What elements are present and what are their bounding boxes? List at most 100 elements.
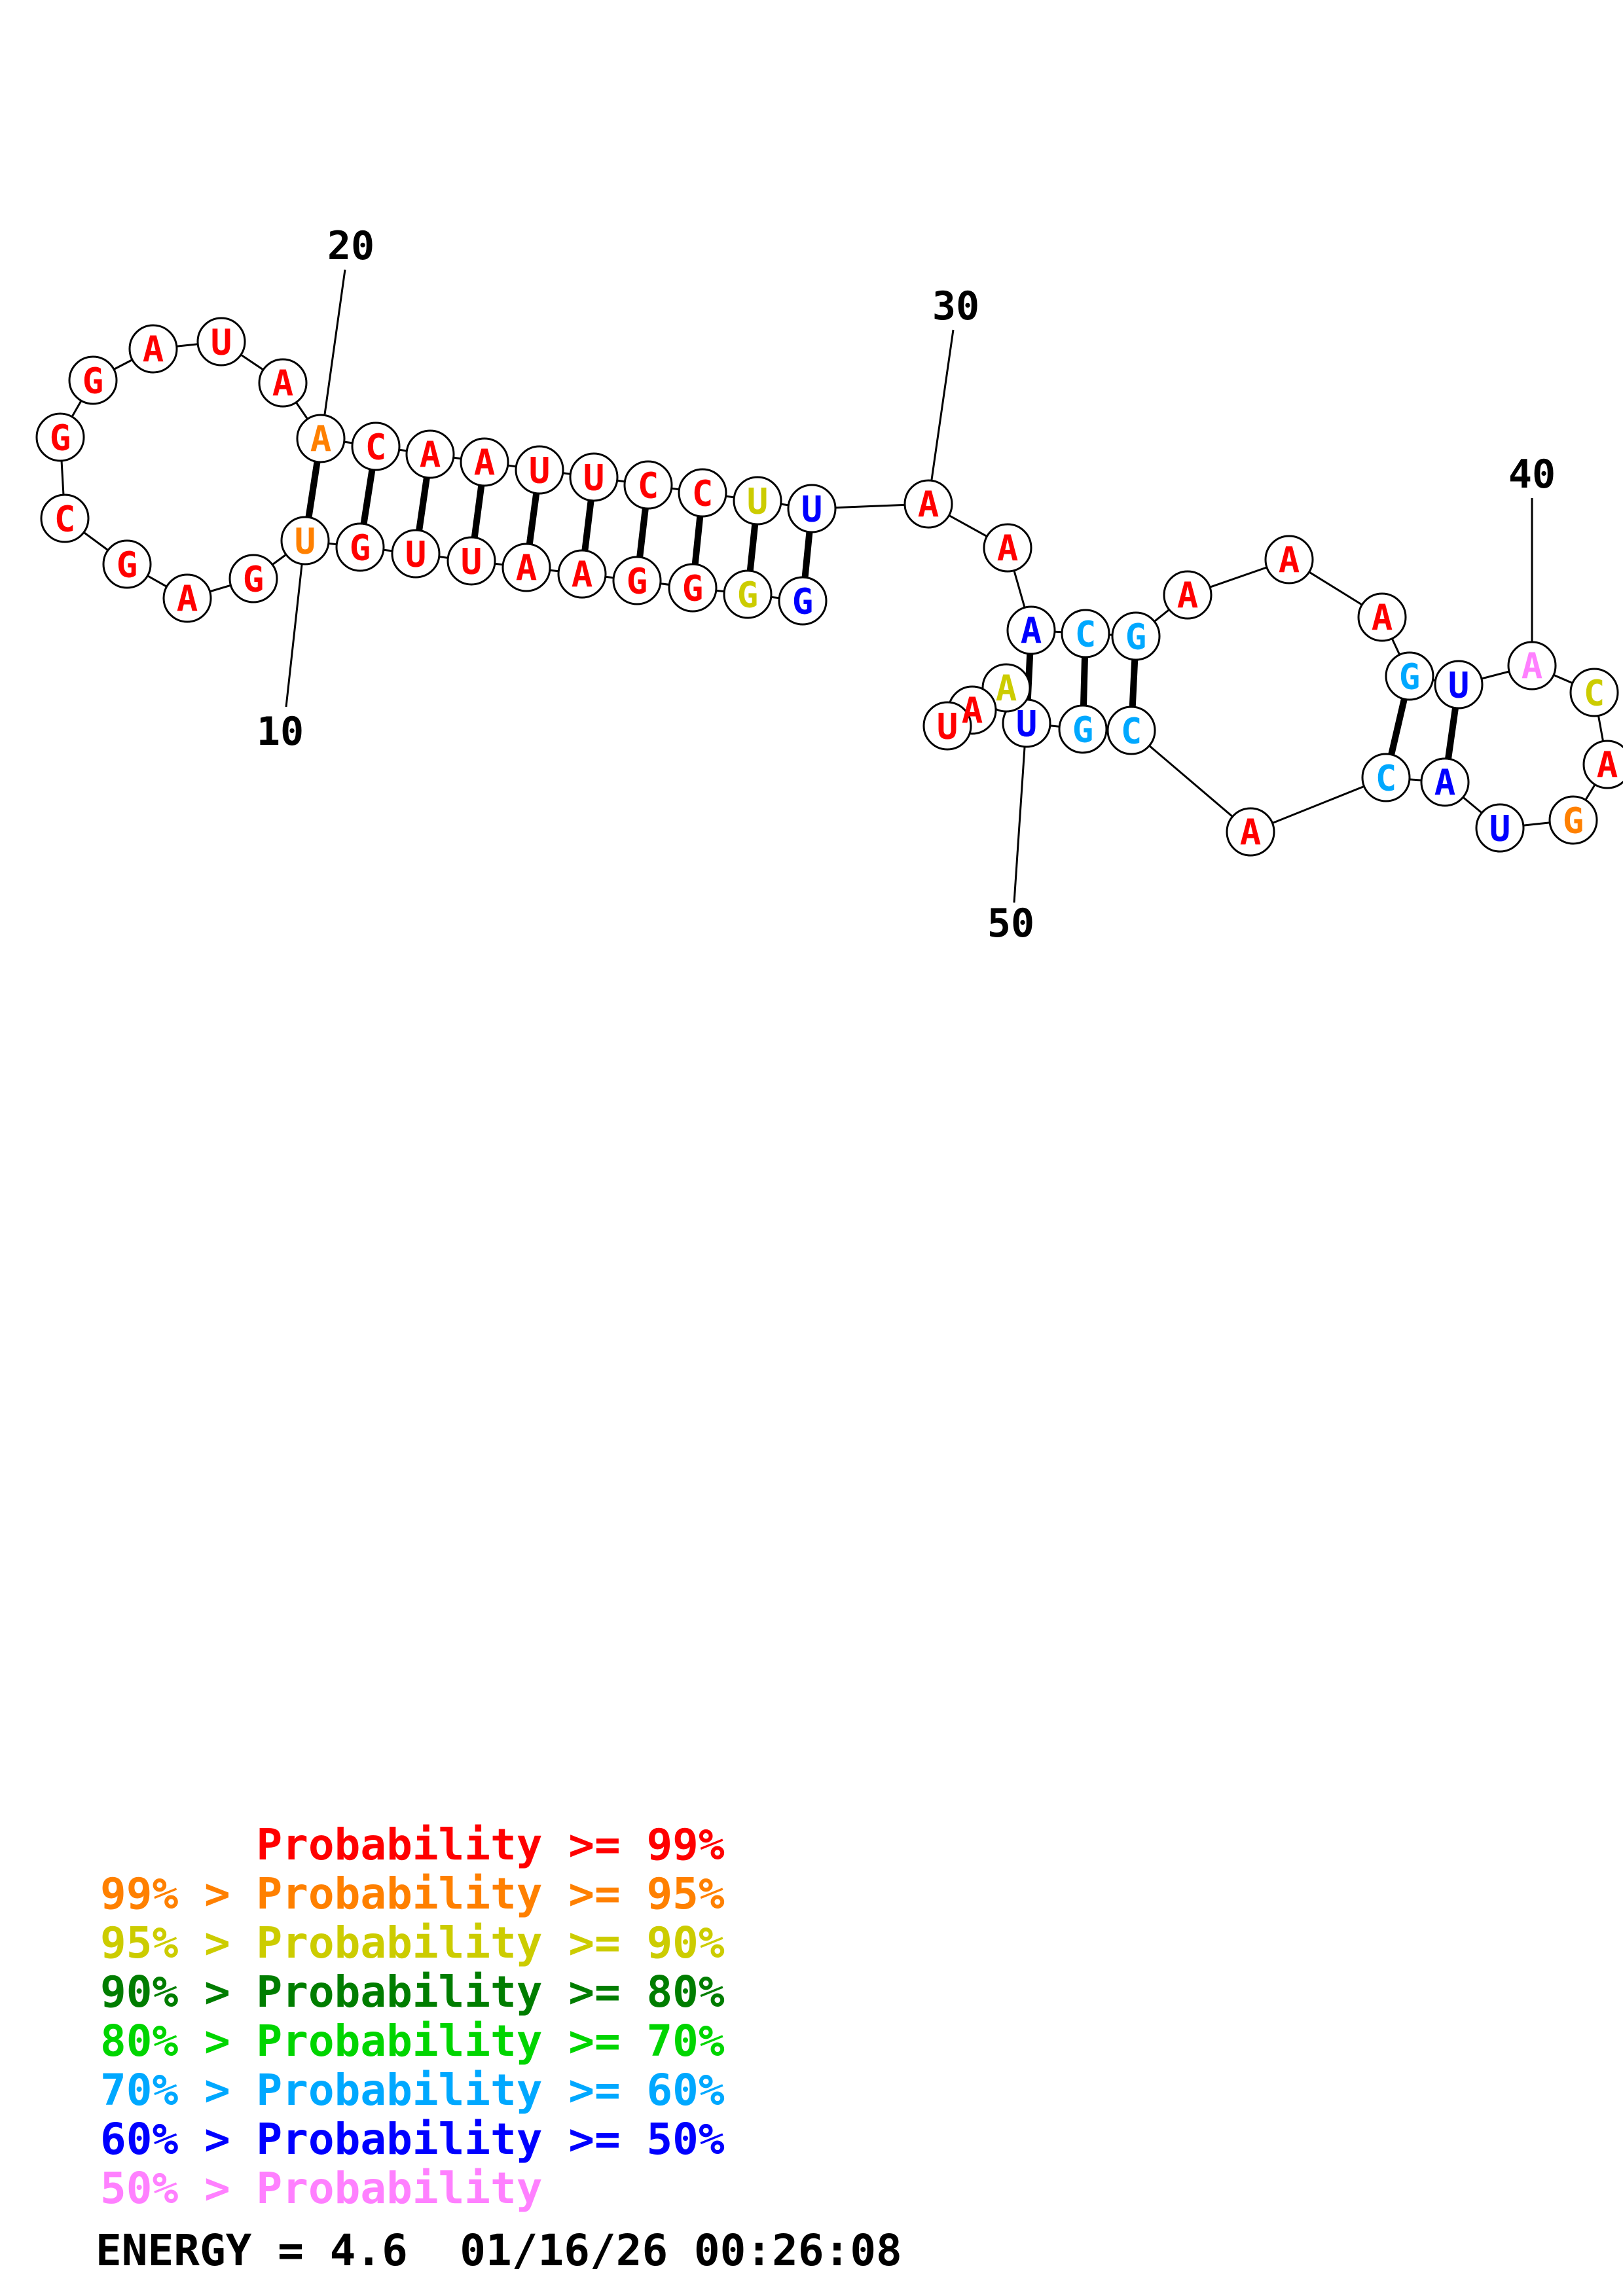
nucleotide-circle-44 <box>1475 803 1525 853</box>
label-pointer-line-10 <box>285 564 303 708</box>
nucleotide-circle-3 <box>668 563 718 613</box>
nucleotide-circle-36 <box>1264 535 1314 584</box>
nucleotide-circle-17 <box>128 324 178 374</box>
legend-row-3: 90% > Probability >= 80% <box>100 1967 725 2017</box>
nucleotide-circle-34 <box>1111 611 1161 661</box>
nucleotide-base-19: A <box>272 363 294 404</box>
nucleotide-circle-7 <box>447 536 496 586</box>
nucleotide-circle-19 <box>258 358 308 408</box>
nucleotide-base-36: A <box>1279 539 1300 581</box>
base-pair-group <box>302 438 1462 783</box>
nucleotide-circle-8 <box>391 529 441 579</box>
legend-row-7: 50% > Probability <box>100 2163 543 2214</box>
nucleotide-circle-18 <box>196 317 246 367</box>
position-label-10: 10 <box>257 709 304 755</box>
nucleotide-base-41: C <box>1584 672 1605 713</box>
nucleotide-base-47: A <box>1240 812 1262 853</box>
nucleotide-base-26: C <box>638 465 659 506</box>
nucleotide-circle-29 <box>787 484 837 533</box>
nucleotide-circle-9 <box>335 522 385 572</box>
nucleotide-base-18: U <box>211 321 232 363</box>
nucleotide-circle-31 <box>983 523 1032 573</box>
legend-row-0: Probability >= 99% <box>100 1820 725 1870</box>
nucleotide-circle-21 <box>351 422 401 471</box>
nucleotide-circle-23 <box>460 437 509 487</box>
legend-row-5: 70% > Probability >= 60% <box>100 2065 725 2115</box>
label-pointer-line-30 <box>930 329 955 480</box>
nucleotide-base-9: G <box>350 527 371 568</box>
nucleotide-circle-45 <box>1420 757 1470 807</box>
nucleotide-circle-35 <box>1163 570 1213 620</box>
nucleotide-circle-38 <box>1385 651 1434 701</box>
nucleotide-base-25: U <box>583 457 605 498</box>
nucleotide-circle-48 <box>1106 706 1156 755</box>
nucleotide-base-24: U <box>529 450 551 491</box>
nucleotide-base-32: A <box>1021 610 1042 651</box>
position-label-20: 20 <box>327 223 374 269</box>
nucleotide-base-39: U <box>1448 664 1470 706</box>
nucleotide-circle-28 <box>733 476 782 526</box>
nucleotide-base-14: C <box>54 498 76 539</box>
nucleotide-base-21: C <box>365 426 387 467</box>
nucleotide-base-28: U <box>747 480 769 522</box>
nucleotide-circle-1 <box>778 576 828 626</box>
nucleotide-base-38: G <box>1399 656 1421 697</box>
nucleotide-circle-11 <box>228 554 278 603</box>
nucleotide-circle-33 <box>1061 609 1110 658</box>
energy-text: ENERGY = 4.6 01/16/26 00:26:08 <box>96 2225 902 2276</box>
nucleotide-base-4: G <box>627 560 648 601</box>
nucleotide-circle-15 <box>35 412 85 462</box>
nucleotide-circle-51 <box>981 663 1031 713</box>
nucleotide-base-23: A <box>474 442 496 483</box>
nucleotide-circle-46 <box>1361 753 1411 802</box>
nucleotide-base-20: A <box>310 418 332 459</box>
nucleotide-circle-42 <box>1582 740 1623 789</box>
nucleotide-base-15: G <box>50 417 71 458</box>
nucleotide-base-13: G <box>117 544 138 585</box>
nucleotide-base-44: U <box>1489 808 1511 849</box>
nucleotide-circle-49 <box>1058 704 1108 754</box>
label-pointer-line-50 <box>1013 747 1026 903</box>
legend-row-1: 99% > Probability >= 95% <box>100 1869 725 1919</box>
nucleotide-circle-39 <box>1434 660 1484 709</box>
nucleotide-circle-24 <box>515 445 564 495</box>
nucleotide-base-17: A <box>143 329 164 370</box>
nucleotide-base-50: U <box>1016 703 1038 744</box>
nucleotide-base-22: A <box>420 434 441 475</box>
nucleotide-circle-20 <box>296 414 346 463</box>
nucleotide-base-2: G <box>737 574 759 615</box>
position-label-30: 30 <box>932 283 979 329</box>
nucleotide-base-3: G <box>682 567 704 609</box>
nucleotide-circle-16 <box>68 355 118 405</box>
nucleotide-base-10: U <box>295 520 316 562</box>
nucleotide-base-7: U <box>461 541 483 582</box>
nucleotide-base-30: A <box>918 484 939 525</box>
nucleotide-base-5: A <box>572 554 593 595</box>
nucleotide-circle-47 <box>1226 807 1275 857</box>
nucleotide-circle-12 <box>162 573 212 623</box>
nucleotide-circle-43 <box>1548 795 1598 845</box>
nucleotide-base-34: G <box>1125 616 1147 657</box>
nucleotide-circle-4 <box>612 556 662 605</box>
label-pointer-line-20 <box>323 269 346 415</box>
nucleotide-circle-14 <box>40 493 90 543</box>
nucleotide-base-43: G <box>1563 800 1584 841</box>
backbone-segment-47-48 <box>1131 729 1251 833</box>
nucleotide-circle-27 <box>678 468 727 518</box>
nucleotide-circle-53 <box>922 701 972 751</box>
nucleotide-circle-41 <box>1569 668 1619 717</box>
nucleotide-base-37: A <box>1372 597 1393 638</box>
nucleotide-base-6: A <box>516 547 538 588</box>
nucleotide-base-42: A <box>1597 744 1618 785</box>
nucleotide-base-46: C <box>1376 757 1397 798</box>
legend-row-6: 60% > Probability >= 50% <box>100 2114 725 2164</box>
nucleotide-circle-10 <box>280 516 330 565</box>
nucleotide-circle-6 <box>501 543 551 592</box>
nucleotide-base-29: U <box>801 488 823 529</box>
nucleotide-circle-30 <box>903 479 953 529</box>
nucleotide-circle-25 <box>569 452 619 502</box>
nucleotide-circle-26 <box>623 460 673 510</box>
nucleotide-base-35: A <box>1177 575 1199 616</box>
